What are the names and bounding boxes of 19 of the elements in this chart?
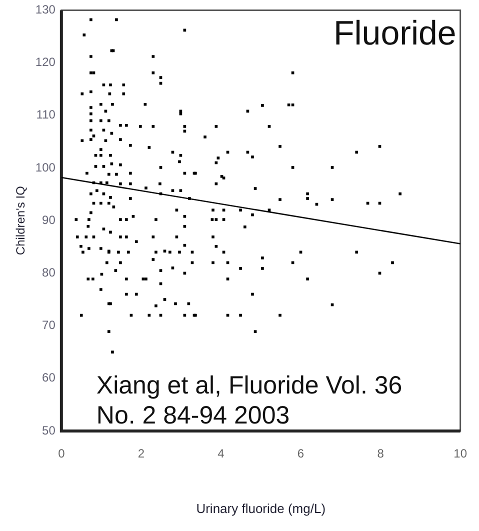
x-tick-label: 2 <box>138 446 145 461</box>
x-axis-title: Urinary fluoride (mg/L) <box>196 500 326 516</box>
y-tick-label: 100 <box>35 160 56 174</box>
y-tick-label: 80 <box>42 266 56 280</box>
x-tick-label: 10 <box>454 446 468 461</box>
x-tick-label: 4 <box>218 446 225 461</box>
y-tick-label: 130 <box>35 2 56 17</box>
x-tick-label: 6 <box>297 446 304 461</box>
annotation: Fluoride <box>333 14 456 53</box>
y-tick-label: 110 <box>36 108 56 122</box>
y-tick-label: 120 <box>35 55 56 70</box>
y-axis-title: Children's IQ <box>14 186 28 256</box>
annotation: Xiang et al, Fluoride Vol. 36 No. 2 84-94 2003 <box>96 371 402 430</box>
x-tick-label: 8 <box>377 446 384 461</box>
y-tick-label: 50 <box>42 423 56 438</box>
y-tick-label: 60 <box>42 370 56 385</box>
y-tick-label: 90 <box>42 212 56 227</box>
x-tick-label: 0 <box>58 446 66 461</box>
y-tick-label: 70 <box>42 318 56 332</box>
